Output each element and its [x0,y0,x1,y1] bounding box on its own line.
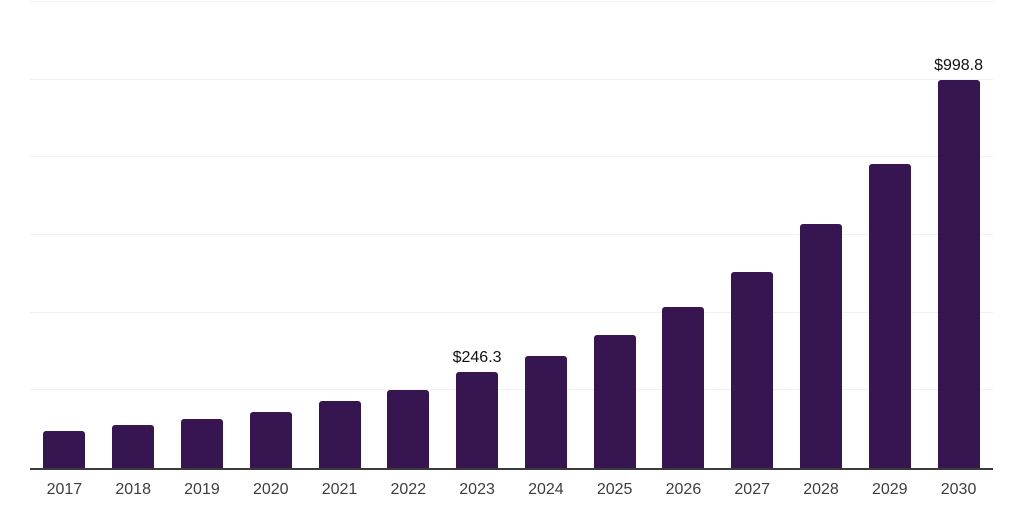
bar-band-2029 [855,0,924,468]
bar-2027 [731,271,774,468]
x-tick-label-2026: 2026 [665,481,702,498]
bar-value-label-2023: $246.3 [452,349,502,367]
bar-2029 [868,164,911,468]
x-tick-label-2028: 2028 [803,481,839,498]
x-tick-label-2025: 2025 [596,481,633,498]
x-tick-label-2020: 2020 [252,481,289,498]
bar-band-2028 [787,0,856,468]
x-tick-label-2018: 2018 [115,481,151,498]
bar-band-2022 [374,0,443,468]
gridline-1200 [30,1,993,2]
bar-2022 [387,389,430,468]
bar-band-2024 [511,0,580,468]
x-tick-label-2023: 2023 [459,481,495,498]
x-tick-label-2017: 2017 [46,481,83,498]
bar-2030 [937,80,980,468]
bar-band-2020 [236,0,305,468]
x-axis-tick-labels: 2017 2018 2019 2020 2021 2022 2023 2024 2025 2026… [30,480,993,500]
x-tick-label-2029: 2029 [871,481,908,498]
bar-2017 [43,430,86,468]
bar-band-2023: $246.3 [443,0,512,468]
bar-2020 [249,412,292,468]
bar-2025 [593,335,636,468]
x-tick-label-2024: 2024 [528,481,564,498]
x-tick-label-2021: 2021 [321,481,358,498]
bar-band-2017 [30,0,99,468]
gridline-200 [30,389,993,391]
bar-2026 [662,306,705,468]
bar-2024 [524,356,567,468]
gridline-600 [30,234,993,235]
x-tick-label-2027: 2027 [734,481,770,498]
bar-2023 [456,372,499,468]
gridline-800 [30,156,993,158]
bar-band-2021 [305,0,374,468]
bar-band-2019 [168,0,237,468]
bar-band-2027 [718,0,787,468]
x-axis-line [30,468,993,470]
bars-row: $246.3 $998.8 [30,0,993,468]
bar-2021 [318,400,361,468]
x-tick-label-2019: 2019 [184,481,220,498]
bar-2018 [112,424,155,468]
bar-value-label-2030: $998.8 [934,57,984,75]
bar-band-2025 [580,0,649,468]
x-tick-label-2030: 2030 [940,481,977,498]
bar-2028 [799,224,842,468]
gridline-400 [30,311,993,313]
x-tick-label-2022: 2022 [390,481,427,498]
bar-2019 [180,418,223,468]
bar-band-2018 [99,0,168,468]
gridline-1000 [30,78,993,80]
plot-area: $246.3 $998.8 [30,0,993,470]
bar-band-2026 [649,0,718,468]
bar-band-2030: $998.8 [924,0,993,468]
